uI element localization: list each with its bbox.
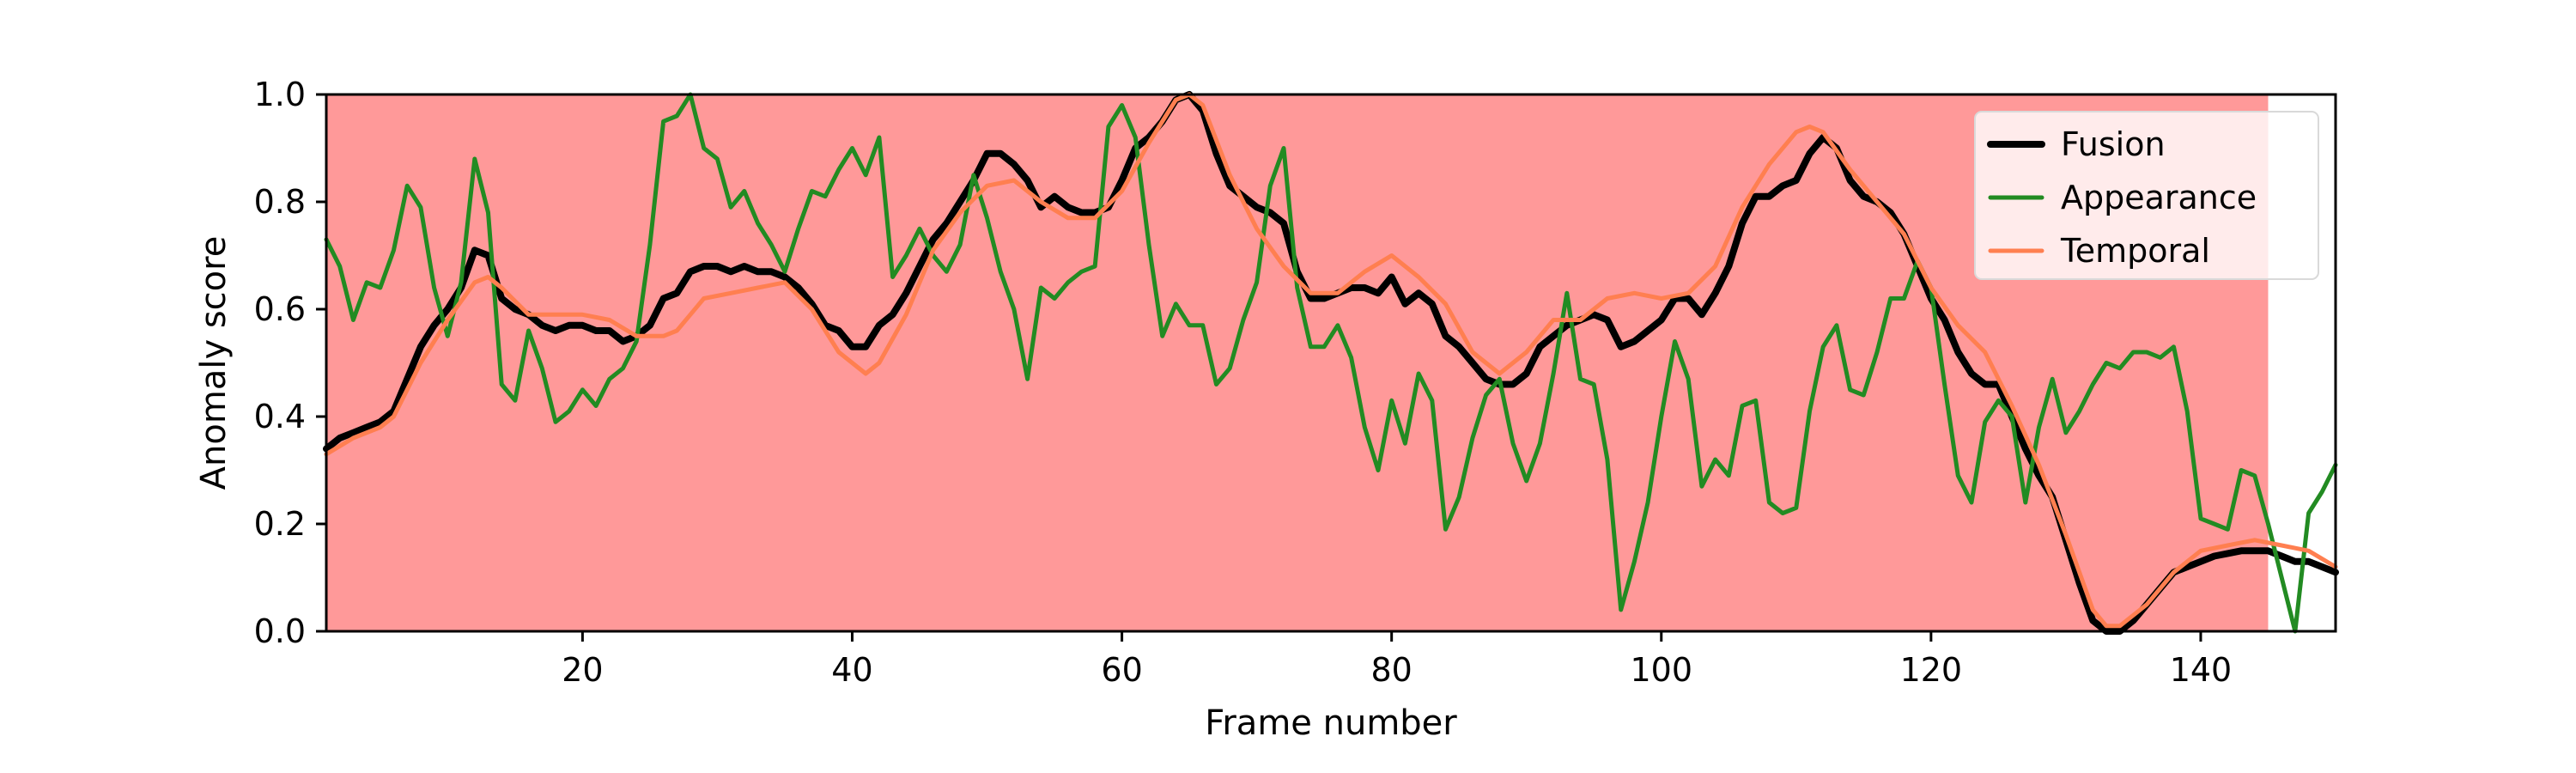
plot-frame [325,93,2337,633]
legend-label-temporal: Temporal [2060,232,2210,270]
series-line-appearance [324,92,2338,634]
y-axis-label: Anomaly score [194,236,234,490]
legend-label-fusion: Fusion [2061,125,2166,163]
labels-layer: Frame number Anomaly score [194,236,1457,743]
ticks-layer: 20 40 60 80 100 120 140 0.0 0.2 0.4 0.6 0.8 1.0 [254,76,2233,689]
y-tick-label-0: 0.0 [254,612,306,650]
x-tick-label-20: 20 [562,651,603,689]
x-tick-label-140: 140 [2170,651,2233,689]
series-line-temporal [324,92,2338,629]
highlight-layer [326,94,2269,631]
y-tick-label-3: 0.6 [254,290,306,328]
y-tick-label-4: 0.8 [254,183,306,221]
legend-label-appearance: Appearance [2061,179,2257,216]
x-tick-label-80: 80 [1370,651,1412,689]
axes-layer [325,93,2337,633]
y-tick-label-2: 0.4 [254,398,306,435]
highlight-region [326,94,2269,631]
x-tick-label-120: 120 [1900,651,1963,689]
series-layer [323,91,2339,635]
x-tick-label-60: 60 [1101,651,1142,689]
series-line-fusion [323,91,2339,635]
y-tick-label-1: 0.2 [254,505,306,543]
legend-box [1974,111,2319,280]
x-axis-label: Frame number [1205,703,1457,743]
x-tick-label-40: 40 [831,651,872,689]
x-tick-label-100: 100 [1630,651,1692,689]
legend: Fusion Appearance Temporal [1974,111,2319,280]
y-tick-label-5: 1.0 [254,76,306,113]
